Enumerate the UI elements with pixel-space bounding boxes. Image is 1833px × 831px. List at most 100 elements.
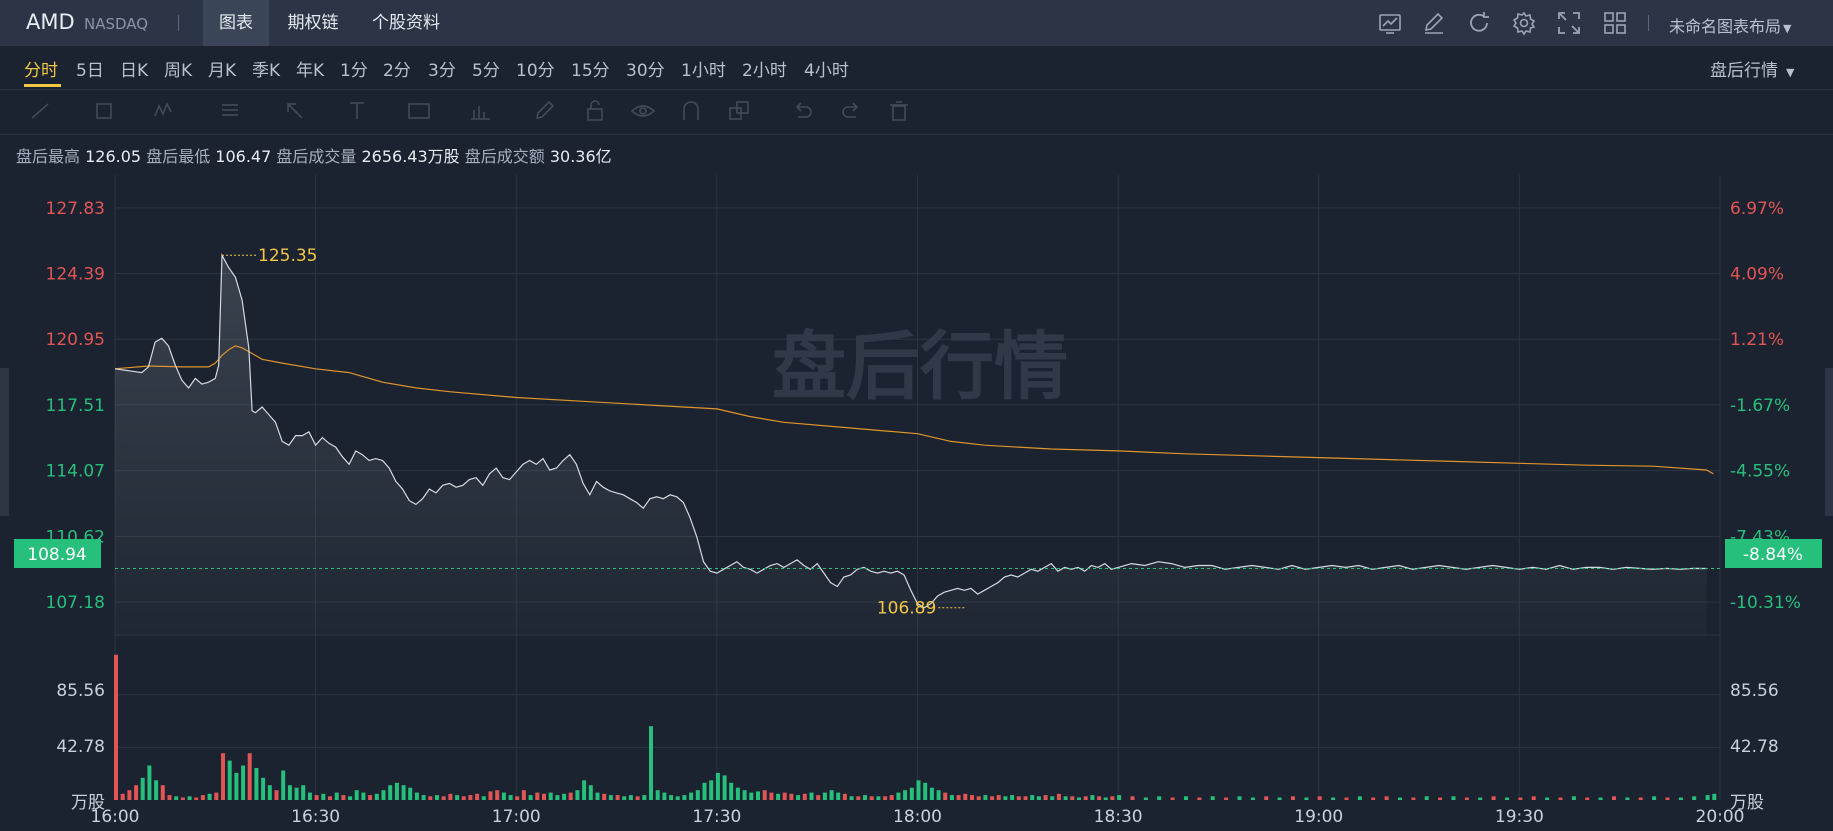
volume-bar [889,795,894,800]
redo-icon[interactable] [838,98,864,124]
volume-bar [1117,795,1122,800]
period-3min[interactable]: 3分 [428,61,456,81]
period-1h[interactable]: 1小时 [681,61,726,81]
wave-tool-icon[interactable] [152,98,178,124]
eye-icon[interactable] [630,98,656,124]
volume-bar [615,795,620,800]
volume-bar [200,795,205,800]
refresh-icon[interactable] [1466,10,1492,36]
price-area [115,255,1707,635]
low-marker-label: 106.89 [877,599,936,619]
tab-label: 图表 [219,13,253,33]
magnet-icon[interactable] [678,98,704,124]
right-panel-handle[interactable] [1825,368,1833,516]
volume-bar [1023,796,1028,800]
layout-dropdown[interactable]: 未命名图表布局 ▼ [1669,13,1791,37]
volume-unit-label: 万股 [71,793,105,813]
volume-bar [468,795,473,800]
volume-bar [1291,796,1295,800]
period-daily[interactable]: 日K [120,61,149,81]
period-intraday[interactable]: 分时 [24,61,58,81]
period-15min[interactable]: 15分 [571,61,610,81]
volume-bar [595,792,600,800]
volume-bar [140,777,145,800]
volume-bar [461,796,466,800]
period-yearly[interactable]: 年K [296,61,325,81]
volume-bar [388,785,393,800]
volume-bar [929,787,934,800]
period-10min[interactable]: 10分 [516,61,555,81]
undo-icon[interactable] [790,98,816,124]
tab-options-chain[interactable]: 期权链 [283,0,343,46]
volume-bar [1317,796,1322,800]
copy-icon[interactable] [726,98,752,124]
tab-chart[interactable]: 图表 [203,0,269,46]
volume-bar [1678,797,1683,800]
price-tick-label: 120.95 [46,330,105,350]
fullscreen-icon[interactable] [1556,10,1582,36]
volume-bar [970,795,974,800]
volume-bar [154,780,159,800]
volume-bar [588,785,593,800]
volume-bar [247,753,252,800]
active-period-underline [24,84,61,87]
period-selector: 分时 5日 日K 周K 月K 季K 年K 1分 2分 3分 5分 10分 15分… [0,46,1833,90]
volume-bar [1625,797,1630,800]
volume-bar [1090,795,1095,800]
chart-icon[interactable] [1377,10,1403,36]
time-tick-label: 18:30 [1094,807,1143,827]
session-select[interactable]: 盘后行情 ▼ [1710,56,1794,81]
period-1min[interactable]: 1分 [340,61,368,81]
text-tool-icon[interactable] [344,98,370,124]
tab-company-profile[interactable]: 个股资料 [366,0,446,46]
volume-bar [849,796,854,800]
settings-icon[interactable] [1511,10,1537,36]
volume-bar [1692,796,1697,800]
left-panel-handle[interactable] [0,368,9,516]
volume-bar [521,790,526,800]
volume-bar [221,753,225,800]
measure-tool-icon[interactable] [468,98,494,124]
edit-icon[interactable] [1421,10,1447,36]
volume-bar [147,765,152,800]
note-tool-icon[interactable] [406,98,432,124]
volume-bar [1571,796,1576,800]
volume-bar [1224,797,1229,800]
volume-bar [869,796,874,800]
volume-label: 盘后成交量 [276,147,357,166]
volume-bar [1277,797,1282,800]
period-quarterly[interactable]: 季K [252,61,281,81]
period-4h[interactable]: 4小时 [804,61,849,81]
period-2min[interactable]: 2分 [383,61,411,81]
volume-bar [134,785,139,800]
volume-bar [261,777,266,800]
pen-icon[interactable] [532,98,558,124]
volume-bar [1331,797,1336,800]
volume-bar [796,795,801,800]
grid-layout-icon[interactable] [1602,10,1628,36]
volume-bar [542,793,546,800]
low-value: 106.47 [215,147,272,166]
period-30min[interactable]: 30分 [626,61,665,81]
volume-bar [1070,796,1075,800]
period-5d[interactable]: 5日 [76,61,104,81]
volume-bar [735,787,740,800]
arrow-tool-icon[interactable] [282,98,308,124]
period-monthly[interactable]: 月K [208,61,237,81]
lock-icon[interactable] [582,98,608,124]
volume-bar [1016,796,1021,800]
line-tool-icon[interactable] [28,98,54,124]
rect-tool-icon[interactable] [92,98,118,124]
trash-icon[interactable] [886,98,912,124]
volume-bar [287,785,292,800]
period-5min[interactable]: 5分 [472,61,500,81]
volume-bar [448,793,453,800]
volume-bar [1063,796,1068,800]
period-weekly[interactable]: 周K [164,61,193,81]
volume-bar [314,795,319,800]
percent-tick-label: -4.55% [1730,462,1790,482]
fib-tool-icon[interactable] [218,98,244,124]
volume-bar [1411,797,1416,800]
period-2h[interactable]: 2小时 [742,61,787,81]
